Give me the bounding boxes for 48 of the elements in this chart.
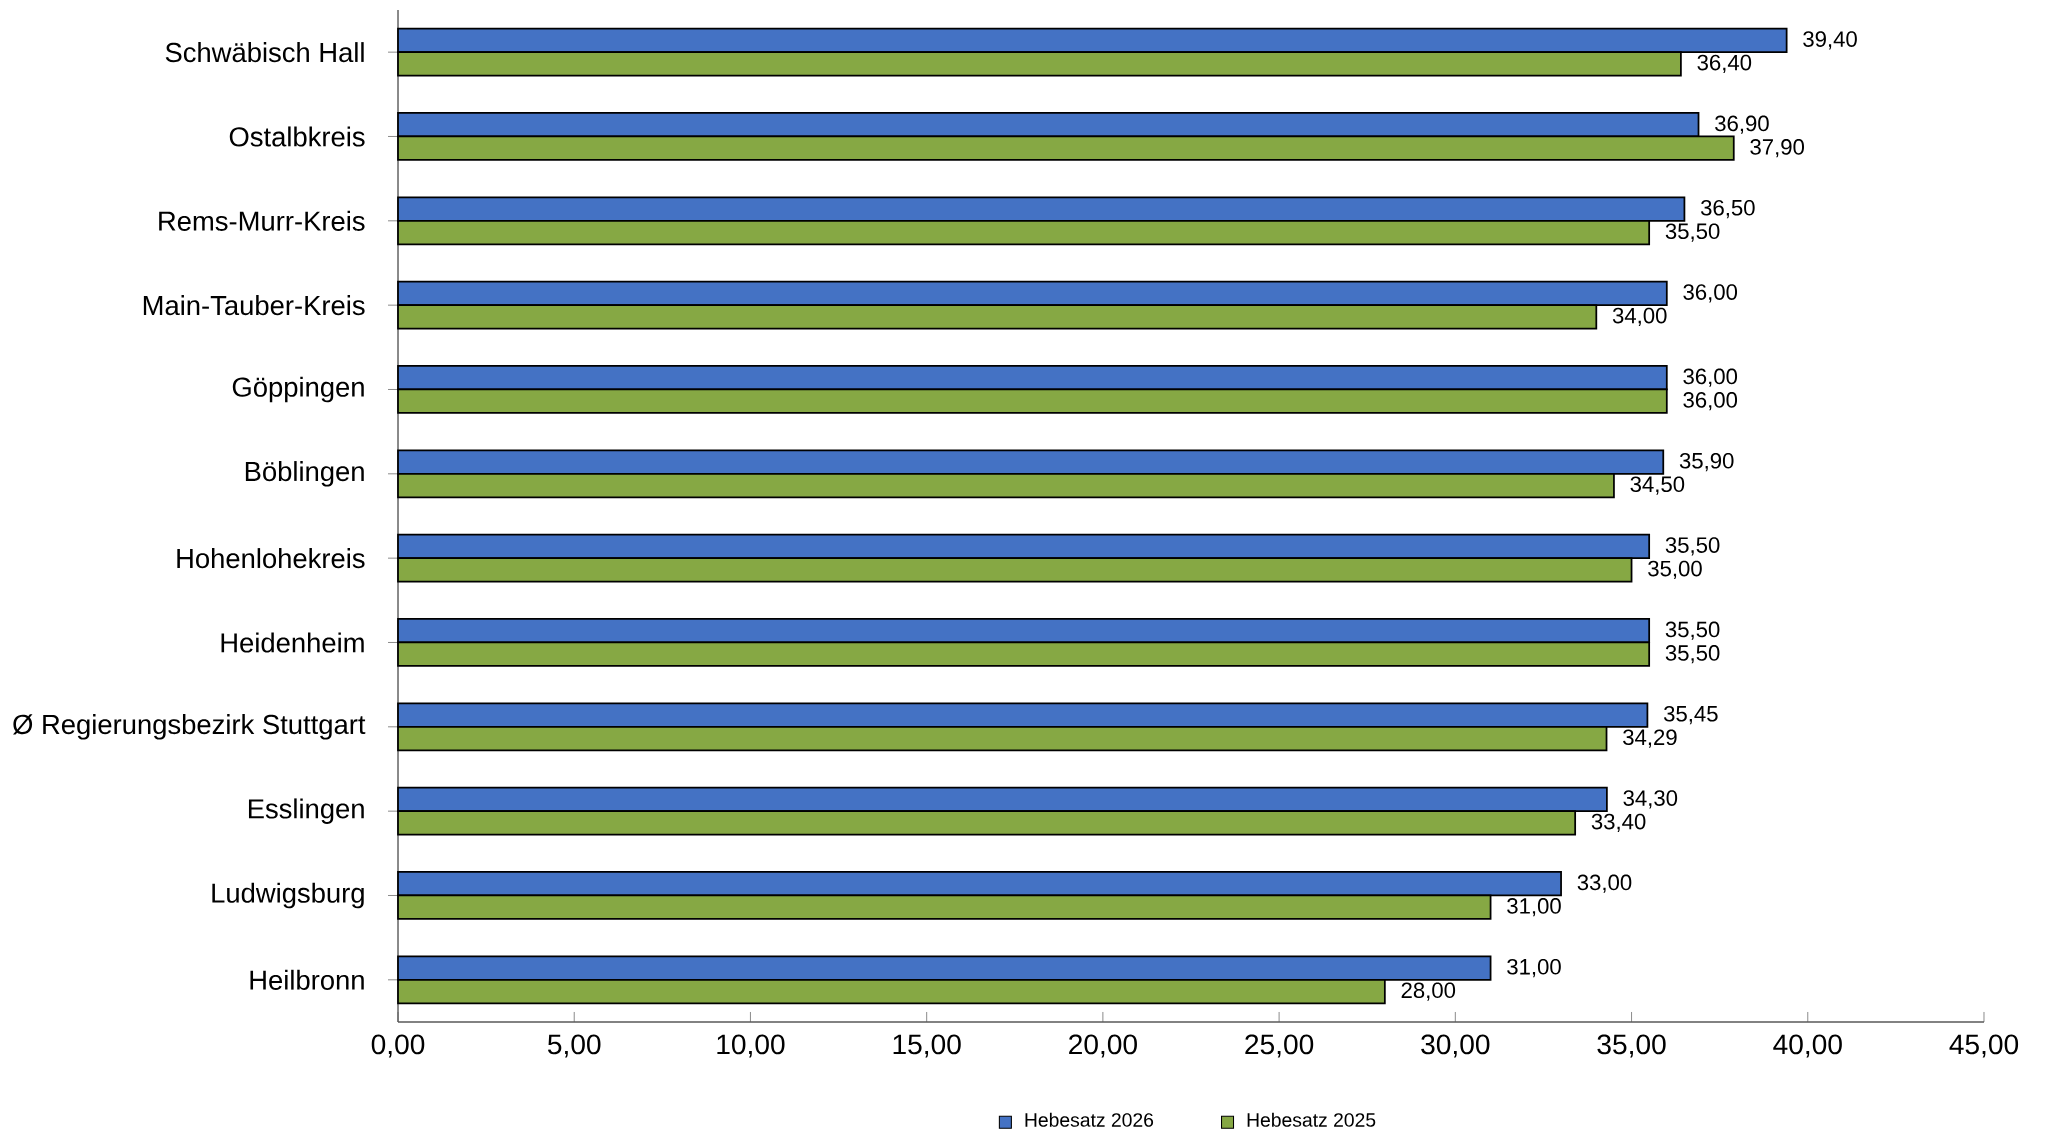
data-label: 34,00 xyxy=(1612,307,1667,327)
x-tick-label: 0,00 xyxy=(371,1034,425,1058)
y-tick-label: Ø Regierungsbezirk Stuttgart xyxy=(13,714,366,740)
data-label: 33,40 xyxy=(1591,813,1646,833)
data-label: 35,90 xyxy=(1679,452,1734,472)
data-label: 31,00 xyxy=(1507,958,1561,978)
data-label: 34,50 xyxy=(1630,476,1685,495)
x-tick-label: 10,00 xyxy=(717,1034,785,1058)
data-label: 36,90 xyxy=(1715,115,1769,134)
data-label: 39,40 xyxy=(1803,31,1857,50)
x-tick-label: 20,00 xyxy=(1069,1034,1137,1058)
data-label: 31,00 xyxy=(1507,898,1561,917)
y-tick-label: Ludwigsburg xyxy=(212,882,364,909)
data-label: 36,00 xyxy=(1683,392,1738,411)
y-tick-label: Heilbronn xyxy=(250,969,364,990)
data-label: 37,90 xyxy=(1750,139,1805,158)
legend-label: Hebesatz 2026 xyxy=(1025,1112,1154,1127)
y-tick-label: Schwäbisch Hall xyxy=(165,42,364,63)
data-label: 34,30 xyxy=(1623,790,1678,809)
x-tick-label: 15,00 xyxy=(893,1034,961,1058)
data-label: 35,50 xyxy=(1665,223,1720,242)
y-tick-label: Esslingen xyxy=(248,798,364,824)
data-label: 35,50 xyxy=(1665,537,1720,556)
x-tick-label: 5,00 xyxy=(547,1034,601,1058)
legend-label: Hebesatz 2025 xyxy=(1247,1112,1376,1127)
data-label: 35,45 xyxy=(1663,705,1718,725)
x-tick-label: 45,00 xyxy=(1949,1034,2019,1058)
x-tick-label: 30,00 xyxy=(1421,1034,1490,1058)
data-label: 33,00 xyxy=(1577,874,1632,893)
x-tick-label: 35,00 xyxy=(1597,1034,1666,1058)
y-tick-label: Hohenlohekreis xyxy=(177,548,365,569)
data-label: 35,00 xyxy=(1648,560,1702,580)
data-label: 35,50 xyxy=(1665,645,1720,664)
y-tick-label: Rems-Murr-Kreis xyxy=(159,210,365,231)
data-label: 36,50 xyxy=(1700,199,1755,219)
y-tick-label: Heidenheim xyxy=(221,632,364,653)
data-label: 28,00 xyxy=(1401,982,1456,1001)
data-label: 36,00 xyxy=(1683,368,1738,387)
x-tick-label: 25,00 xyxy=(1245,1034,1314,1058)
data-label: 36,00 xyxy=(1683,284,1738,303)
y-tick-label: Böblingen xyxy=(245,461,364,487)
x-tick-label: 40,00 xyxy=(1773,1034,1842,1058)
y-tick-label: Ostalbkreis xyxy=(229,126,365,147)
data-label: 35,50 xyxy=(1665,621,1720,640)
y-tick-label: Main-Tauber-Kreis xyxy=(143,295,365,316)
data-label: 36,40 xyxy=(1697,54,1752,74)
y-tick-label: Göppingen xyxy=(232,376,364,403)
data-label: 34,29 xyxy=(1623,729,1677,748)
